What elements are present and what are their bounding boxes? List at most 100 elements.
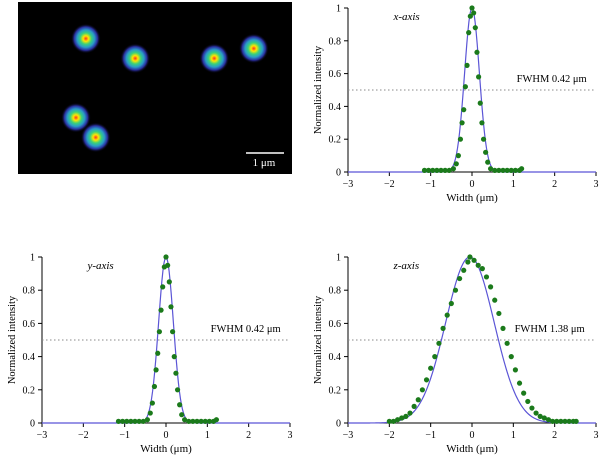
data-point <box>508 354 514 360</box>
data-point <box>469 5 475 11</box>
y-tick-label: 1 <box>30 253 35 264</box>
data-point <box>186 418 192 424</box>
fwhm-annotation: FWHM 0.42 μm <box>517 74 587 85</box>
data-point <box>168 304 174 310</box>
bead-spot <box>70 23 101 54</box>
x-tick-label: 2 <box>552 179 557 190</box>
plot-x-axis: −3 −2 −1 0 1 2 3 0 0.2 0.4 0.6 0.8 1 Width (μm) Normal… <box>313 4 599 205</box>
data-point <box>174 387 181 393</box>
y-tick-label: 0.6 <box>329 319 342 330</box>
data-point <box>508 167 514 173</box>
data-point <box>504 167 510 173</box>
data-point <box>136 418 142 424</box>
x-tick-label: −3 <box>343 179 354 190</box>
data-point <box>496 310 502 317</box>
y-tick-label: 1 <box>336 253 341 264</box>
data-point <box>132 418 138 424</box>
data-point <box>452 287 459 293</box>
data-point <box>120 418 126 424</box>
data-point <box>472 25 478 31</box>
data-point <box>163 254 169 260</box>
data-point <box>213 417 220 423</box>
data-point <box>182 417 188 423</box>
x-tick-label: 2 <box>552 430 557 441</box>
data-point <box>550 418 556 424</box>
data-point <box>440 325 446 331</box>
data-point <box>403 413 409 419</box>
data-point <box>461 267 467 273</box>
panel-label: y-axis <box>86 260 113 272</box>
data-point <box>476 74 482 80</box>
x-axis-label: Width (μm) <box>446 192 498 204</box>
data-point <box>483 149 489 155</box>
data-point <box>483 274 490 280</box>
data-point <box>173 370 179 376</box>
data-point <box>521 390 527 396</box>
data-point <box>438 167 444 173</box>
data-point <box>504 340 510 346</box>
data-point <box>519 166 525 172</box>
x-tick-label: 0 <box>470 430 475 441</box>
data-point <box>471 257 477 263</box>
x-tick-label: 3 <box>594 179 599 190</box>
data-point <box>446 167 452 173</box>
data-point <box>492 297 498 303</box>
data-point <box>436 340 442 346</box>
data-point <box>477 100 483 106</box>
x-tick-label: −1 <box>119 430 130 441</box>
data-point <box>128 418 134 424</box>
data-point <box>500 325 506 331</box>
data-point <box>492 167 498 173</box>
fwhm-annotation: FWHM 0.42 μm <box>211 324 281 335</box>
data-point <box>466 29 472 36</box>
x-tick-label: 0 <box>164 430 169 441</box>
y-tick-label: 0.4 <box>329 102 342 113</box>
y-tick-label: 0.4 <box>329 352 342 363</box>
data-point <box>474 49 480 55</box>
data-point <box>554 418 560 424</box>
data-point <box>166 279 172 285</box>
data-point <box>124 418 130 424</box>
y-axis-label: Normalized intensity <box>313 295 324 384</box>
data-point <box>144 417 150 423</box>
data-point <box>442 167 448 173</box>
data-point <box>488 284 494 290</box>
x-tick-label: 3 <box>288 430 293 441</box>
data-point <box>573 418 579 424</box>
data-point <box>479 120 485 126</box>
panel-label: x-axis <box>392 11 419 23</box>
y-tick-label: 0.4 <box>23 352 36 363</box>
data-point <box>153 367 159 373</box>
y-tick-label: 0.2 <box>23 385 36 396</box>
y-axis-label: Normalized intensity <box>313 45 324 134</box>
data-point <box>450 166 456 172</box>
data-point <box>480 136 487 142</box>
data-point <box>467 254 473 260</box>
data-point <box>455 153 461 159</box>
data-point <box>155 350 161 356</box>
data-point <box>479 266 485 272</box>
data-point <box>419 387 425 393</box>
bead-micrograph: 1 μm <box>18 2 292 174</box>
micrograph-image: 1 μm <box>60 23 284 169</box>
y-tick-label: 0.2 <box>329 135 342 146</box>
data-point <box>177 402 183 408</box>
data-point <box>566 418 572 424</box>
data-point <box>434 167 440 173</box>
x-tick-label: −2 <box>384 179 395 190</box>
x-tick-label: 0 <box>470 179 475 190</box>
y-tick-label: 1 <box>336 4 341 15</box>
data-point <box>529 405 535 411</box>
data-point <box>156 329 162 335</box>
y-tick-label: 0.6 <box>23 319 36 330</box>
data-point <box>459 120 465 126</box>
plot-z-axis: −3 −2 −1 0 1 2 3 0 0.2 0.4 0.6 0.8 1 Width (μm) Normal… <box>313 253 599 456</box>
data-point <box>160 284 166 290</box>
y-tick-label: 0.6 <box>329 69 342 80</box>
y-tick-label: 0.8 <box>329 286 342 297</box>
y-tick-label: 0.2 <box>329 385 342 396</box>
data-point <box>151 383 158 390</box>
x-tick-label: 1 <box>205 430 210 441</box>
data-point <box>194 418 200 424</box>
data-point <box>462 84 468 90</box>
